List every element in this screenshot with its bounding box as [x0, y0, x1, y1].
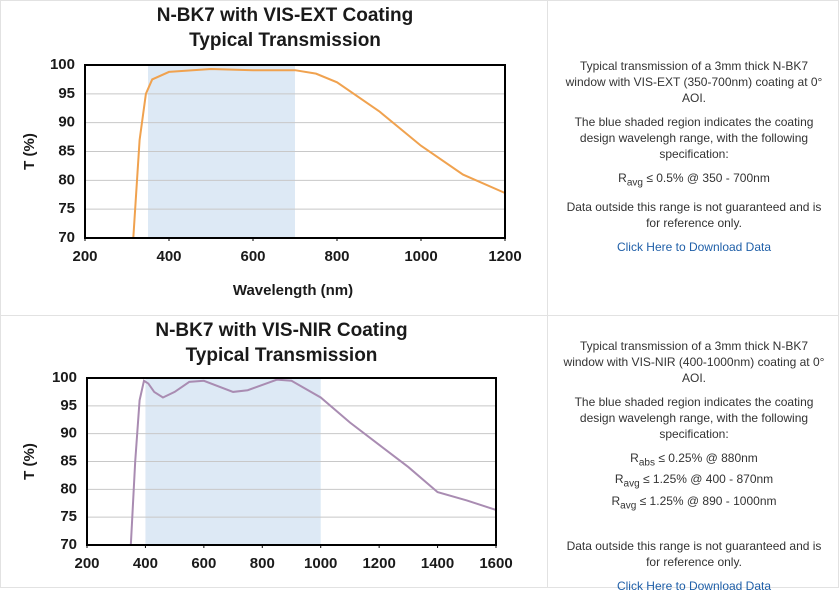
x-tick-label: 400	[133, 555, 158, 572]
spec-symbol: R	[614, 472, 624, 487]
spec-subscript: avg	[620, 500, 637, 512]
x-tick-label: 1000	[304, 555, 337, 572]
spec: Ravg ≤ 1.25% @ 890 - 1000nm	[560, 493, 828, 514]
plot-frame	[84, 64, 506, 239]
link-row: Click Here to Download Data	[560, 578, 828, 594]
y-tick-label: 70	[58, 229, 75, 246]
spec-subscript: avg	[623, 478, 640, 490]
x-tick-label: 1000	[404, 248, 437, 265]
spec-list: Rabs ≤ 0.25% @ 880nm Ravg ≤ 1.25% @ 400 -…	[560, 450, 828, 514]
spec: Rabs ≤ 0.25% @ 880nm	[560, 450, 828, 471]
x-tick-label: 200	[74, 555, 99, 572]
footnote: Data outside this range is not guarantee…	[566, 539, 822, 570]
description: Typical transmission of a 3mm thick N-BK…	[565, 59, 823, 105]
spec-text: ≤ 0.5% @ 350 - 700nm	[646, 171, 770, 185]
x-axis-label: Wavelength (nm)	[233, 282, 353, 299]
spec-text: ≤ 1.25% @ 400 - 870nm	[642, 472, 774, 487]
x-tick-label: 800	[250, 555, 275, 572]
y-tick-label: 85	[60, 452, 77, 469]
spec-symbol: R	[618, 171, 627, 185]
y-tick-label: 85	[58, 142, 75, 159]
chart-title: N-BK7 with VIS-EXT Coating	[157, 5, 414, 26]
chart-title: N-BK7 with VIS-NIR Coating	[155, 320, 407, 341]
chart-subtitle: Typical Transmission	[186, 345, 378, 366]
plot-frame	[86, 377, 497, 546]
y-tick-label: 75	[60, 508, 77, 525]
series-line	[129, 378, 497, 546]
charts: 70 75 80 85 90 95 100 200 400 600 800 1000 1200 N-BK7…	[21, 5, 522, 572]
spec-symbol: R	[630, 451, 639, 465]
x-tick-label: 1400	[421, 555, 454, 572]
x-tick-label: 600	[240, 248, 265, 265]
x-tick-label: 400	[156, 248, 181, 265]
x-tick-label: 600	[191, 555, 216, 572]
description-panel: Typical transmission of a 3mm thick N-BK…	[560, 58, 828, 263]
download-link[interactable]: Click Here to Download Data	[616, 240, 772, 255]
y-tick-label: 90	[58, 114, 75, 131]
y-tick-label: 95	[60, 397, 77, 414]
spec: Ravg ≤ 0.5% @ 350 - 700nm	[560, 170, 828, 191]
description-panel: Typical transmission of a 3mm thick N-BK…	[560, 338, 828, 602]
y-tick-label: 80	[60, 480, 77, 497]
y-tick-label: 100	[52, 369, 77, 386]
spec-symbol: R	[611, 493, 621, 508]
y-tick-label: 100	[50, 56, 75, 73]
y-tick-label: 90	[60, 425, 77, 442]
spec-text: ≤ 1.25% @ 890 - 1000nm	[639, 493, 777, 508]
shade-note: The blue shaded region indicates the coa…	[574, 115, 814, 161]
y-tick-label: 70	[60, 536, 77, 553]
spec: Ravg ≤ 1.25% @ 400 - 870nm	[560, 471, 828, 492]
y-axis-label: T (%)	[21, 133, 38, 170]
shade-note: The blue shaded region indicates the coa…	[574, 395, 814, 441]
description: Typical transmission of a 3mm thick N-BK…	[563, 339, 825, 385]
x-tick-label: 200	[72, 248, 97, 265]
spec-text: ≤ 0.25% @ 880nm	[658, 451, 758, 465]
y-tick-label: 95	[58, 85, 75, 102]
footnote: Data outside this range is not guarantee…	[566, 200, 822, 231]
chart-subtitle: Typical Transmission	[189, 30, 381, 51]
series-line	[132, 68, 506, 239]
x-tick-label: 800	[324, 248, 349, 265]
spec-subscript: avg	[626, 177, 643, 189]
y-tick-label: 80	[58, 171, 75, 188]
x-tick-label: 1200	[362, 555, 395, 572]
spec-subscript: abs	[638, 457, 655, 469]
x-tick-label: 1200	[488, 248, 521, 265]
x-tick-label: 1600	[479, 555, 512, 572]
spec-list: Ravg ≤ 0.5% @ 350 - 700nm	[560, 170, 828, 191]
download-link[interactable]: Click Here to Download Data	[616, 579, 772, 594]
y-tick-label: 75	[58, 200, 75, 217]
y-axis-label: T (%)	[21, 443, 38, 480]
link-row: Click Here to Download Data	[560, 239, 828, 255]
